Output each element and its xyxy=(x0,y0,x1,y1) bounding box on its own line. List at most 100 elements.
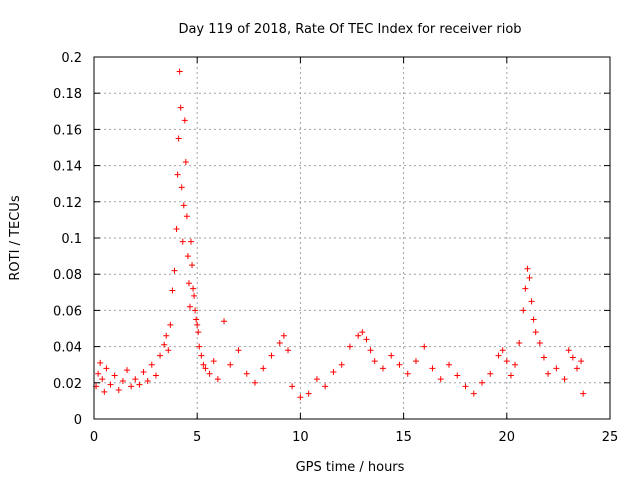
data-point xyxy=(540,354,547,361)
data-point xyxy=(210,358,217,365)
data-point xyxy=(437,376,444,383)
data-point xyxy=(178,184,185,191)
data-point xyxy=(103,365,110,372)
data-point xyxy=(412,358,419,365)
data-point xyxy=(367,347,374,354)
data-point xyxy=(569,354,576,361)
data-point xyxy=(161,341,168,348)
data-point xyxy=(313,376,320,383)
data-point xyxy=(330,368,337,375)
y-axis-label: ROTI / TECUs xyxy=(8,195,23,280)
data-point xyxy=(578,358,585,365)
data-point xyxy=(200,361,207,368)
y-tick-label: 0.08 xyxy=(53,268,82,283)
data-point xyxy=(429,365,436,372)
data-point xyxy=(169,287,176,294)
data-point xyxy=(479,379,486,386)
data-point xyxy=(185,280,192,287)
data-point xyxy=(136,381,143,388)
data-point xyxy=(565,347,572,354)
data-point xyxy=(470,390,477,397)
x-tick-label: 15 xyxy=(395,430,412,445)
data-point xyxy=(99,376,106,383)
data-point xyxy=(297,394,304,401)
data-point xyxy=(503,358,510,365)
y-tick-label: 0.1 xyxy=(61,232,82,247)
data-point xyxy=(189,262,196,269)
data-point xyxy=(128,383,135,390)
data-point xyxy=(520,307,527,314)
data-point xyxy=(214,376,221,383)
y-tick-label: 0 xyxy=(74,413,82,428)
data-point xyxy=(462,383,469,390)
data-point xyxy=(289,383,296,390)
data-point xyxy=(192,307,199,314)
data-point xyxy=(404,370,411,377)
data-point xyxy=(107,381,114,388)
data-point xyxy=(338,361,345,368)
data-point xyxy=(157,352,164,359)
x-tick-label: 25 xyxy=(602,430,619,445)
data-point xyxy=(379,365,386,372)
data-point xyxy=(140,368,147,375)
data-point xyxy=(188,238,195,245)
data-point xyxy=(119,377,126,384)
data-point xyxy=(371,358,378,365)
data-points xyxy=(93,68,587,401)
data-point xyxy=(363,336,370,343)
data-point xyxy=(132,376,139,383)
x-tick-label: 20 xyxy=(499,430,516,445)
data-point xyxy=(524,265,531,272)
data-point xyxy=(181,117,188,124)
x-tick-label: 0 xyxy=(90,430,98,445)
data-point xyxy=(179,238,186,245)
data-point xyxy=(260,365,267,372)
data-point xyxy=(190,285,197,292)
data-point xyxy=(580,390,587,397)
data-point xyxy=(165,347,172,354)
x-tick-label: 10 xyxy=(292,430,309,445)
data-point xyxy=(148,361,155,368)
data-point xyxy=(532,329,539,336)
data-point xyxy=(115,387,122,394)
data-point xyxy=(124,367,131,374)
data-point xyxy=(522,285,529,292)
data-point xyxy=(144,377,151,384)
data-point xyxy=(322,383,329,390)
data-point xyxy=(173,225,180,232)
data-point xyxy=(184,253,191,260)
data-point xyxy=(454,372,461,379)
data-point xyxy=(388,352,395,359)
data-point xyxy=(111,372,118,379)
data-point xyxy=(251,379,258,386)
data-point xyxy=(101,388,108,395)
data-point xyxy=(191,292,198,299)
data-point xyxy=(516,339,523,346)
y-tick-label: 0.04 xyxy=(53,341,82,356)
data-point xyxy=(553,365,560,372)
data-point xyxy=(495,352,502,359)
data-point xyxy=(202,365,209,372)
data-point xyxy=(421,343,428,350)
y-tick-label: 0.16 xyxy=(53,123,82,138)
data-point xyxy=(530,316,537,323)
y-tick-label: 0.06 xyxy=(53,304,82,319)
data-point xyxy=(446,361,453,368)
data-point xyxy=(163,332,170,339)
data-point xyxy=(152,372,159,379)
data-point xyxy=(174,171,181,178)
y-tick-label: 0.18 xyxy=(53,87,82,102)
data-point xyxy=(507,372,514,379)
data-point xyxy=(180,202,187,209)
y-axis: 0 0.02 0.04 0.06 0.08 0.1 0.12 0.14 0.16 0.18 0.2 xyxy=(53,51,610,428)
data-point xyxy=(182,158,189,165)
data-point xyxy=(193,316,200,323)
y-tick-label: 0.14 xyxy=(53,160,82,175)
data-point xyxy=(526,274,533,281)
data-point xyxy=(359,329,366,336)
data-point xyxy=(176,68,183,75)
x-tick-label: 5 xyxy=(193,430,201,445)
data-point xyxy=(528,298,535,305)
x-axis: 0 5 10 15 20 25 xyxy=(90,57,618,445)
data-point xyxy=(499,347,506,354)
